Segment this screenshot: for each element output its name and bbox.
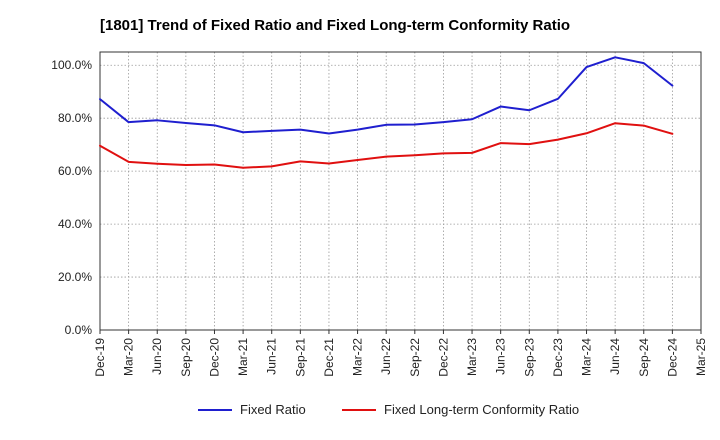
x-tick-label: Sep-22 [408, 338, 422, 377]
series-line-fixed-ratio [99, 56, 674, 135]
x-tick-label: Sep-24 [637, 338, 651, 377]
y-tick-label: 40.0% [58, 217, 92, 231]
x-tick-label: Sep-23 [522, 338, 536, 377]
x-tick-label: Jun-24 [608, 338, 622, 375]
legend-label: Fixed Long-term Conformity Ratio [384, 402, 579, 417]
y-tick-label: 0.0% [65, 323, 93, 337]
legend: Fixed Ratio Fixed Long-term Conformity Ra… [198, 402, 579, 417]
x-tick-label: Mar-24 [580, 338, 594, 376]
x-tick-label: Mar-20 [122, 338, 136, 376]
y-tick-label: 20.0% [58, 270, 92, 284]
x-tick-label: Dec-22 [436, 338, 450, 377]
x-tick-label: Jun-23 [494, 338, 508, 375]
x-tick-label: Sep-21 [293, 338, 307, 377]
plot-area: 0.0% 20.0% 40.0% 60.0% 80.0% 100.0% Dec-19 Mar-… [51, 51, 708, 377]
x-tick-label: Jun-21 [265, 338, 279, 375]
chart-title: [1801] Trend of Fixed Ratio and Fixed Lo… [100, 17, 570, 34]
series-line-fixed-long-term-conformity-ratio [99, 122, 674, 169]
x-tick-label: Dec-24 [665, 338, 679, 377]
x-tick-label: Dec-19 [93, 338, 107, 377]
y-tick-label: 80.0% [58, 111, 92, 125]
legend-label: Fixed Ratio [240, 402, 306, 417]
x-tick-label: Jun-22 [379, 338, 393, 375]
y-tick-label: 60.0% [58, 164, 92, 178]
x-tick-label: Jun-20 [150, 338, 164, 375]
plot-border [99, 51, 702, 331]
x-tick-label: Dec-23 [551, 338, 565, 377]
x-tick-label: Dec-20 [207, 338, 221, 377]
x-tick-label: Sep-20 [179, 338, 193, 377]
x-tick-label: Dec-21 [322, 338, 336, 377]
y-tick-label: 100.0% [51, 58, 92, 72]
x-tick-label: Mar-25 [694, 338, 708, 376]
x-tick-label: Mar-22 [351, 338, 365, 376]
x-tick-label: Mar-23 [465, 338, 479, 376]
x-tick-label: Mar-21 [236, 338, 250, 376]
